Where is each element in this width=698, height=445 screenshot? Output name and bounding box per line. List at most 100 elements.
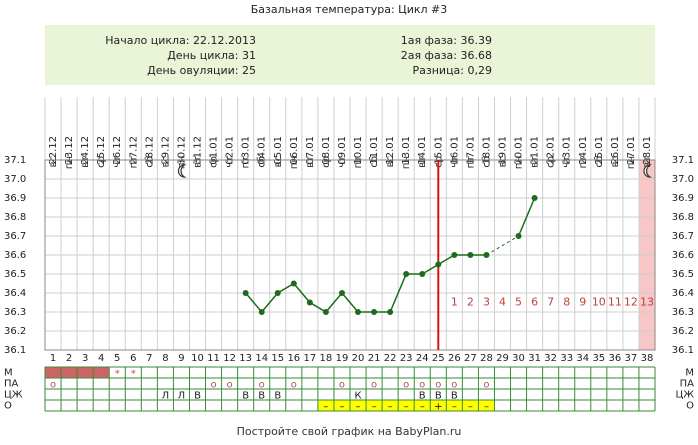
row-fill [77, 367, 94, 378]
temp-point [371, 309, 378, 315]
phase-day-label: 1 [451, 296, 458, 309]
weekday-label: сб [369, 156, 380, 168]
date-label: 15.01 [433, 136, 444, 165]
row-cell: о [291, 380, 297, 391]
temp-point [435, 261, 442, 268]
row-cell: + [434, 402, 442, 413]
phase-day-label: 3 [483, 296, 490, 309]
row-fill [398, 400, 415, 411]
x-tick-label: 21 [368, 353, 381, 364]
row-cell: К [354, 391, 361, 402]
weekday-label: вс [160, 156, 171, 167]
date-label: 12.01 [385, 136, 396, 165]
weekday-label: вт [642, 156, 653, 168]
info-text: 1ая фаза: 36.39 [401, 34, 492, 47]
weekday-label: пн [176, 156, 187, 169]
date-label: 20.01 [514, 136, 525, 165]
weekday-label: ср [209, 156, 220, 168]
date-label: 25.01 [594, 136, 605, 165]
y-tick-label: 36.2 [672, 326, 694, 337]
row-cell: Л [162, 391, 170, 402]
temp-point [306, 299, 313, 306]
y-tick-label: 37.1 [672, 155, 694, 166]
info-text: Начало цикла: 22.12.2013 [105, 34, 256, 47]
date-label: 06.01 [289, 136, 300, 165]
y-tick-label: 36.2 [4, 326, 26, 337]
row-cell: В [242, 391, 249, 402]
temp-point [242, 290, 249, 296]
row-cell: – [468, 402, 473, 413]
date-label: 27.01 [626, 136, 637, 165]
y-tick-label: 36.9 [672, 193, 694, 204]
weekday-label: чт [337, 156, 348, 168]
row-cell: о [403, 380, 409, 391]
x-tick-label: 28 [480, 353, 493, 364]
y-tick-label: 36.7 [672, 231, 694, 242]
temp-line [245, 197, 536, 314]
x-tick-label: 5 [114, 353, 120, 364]
x-tick-label: 37 [625, 353, 638, 364]
temp-point [258, 309, 265, 315]
y-tick-label: 36.9 [4, 193, 26, 204]
row-fill [446, 400, 463, 411]
weekday-label: пн [64, 156, 75, 169]
row-cell: – [404, 402, 409, 413]
y-tick-label: 36.4 [672, 288, 694, 299]
weekday-label: вс [498, 156, 509, 167]
y-tick-label: 37.0 [672, 174, 694, 185]
x-tick-label: 32 [544, 353, 557, 364]
row-fill [462, 400, 479, 411]
weekday-label: вт [193, 156, 204, 168]
date-label: 24.01 [578, 136, 589, 165]
row-label: ПА [4, 379, 19, 390]
date-label: 23.12 [64, 136, 75, 165]
date-label: 14.01 [417, 136, 428, 165]
row-fill [366, 400, 383, 411]
row-cell: В [258, 391, 265, 402]
row-cell: о [451, 380, 457, 391]
weekday-label: пт [128, 156, 139, 169]
date-label: 07.01 [305, 136, 316, 165]
phase-day-label: 12 [624, 296, 638, 309]
x-tick-label: 30 [512, 353, 525, 364]
date-label: 25.12 [96, 136, 107, 165]
row-cell: – [484, 402, 489, 413]
y-tick-label: 36.5 [4, 269, 26, 280]
row-label: О [686, 401, 694, 412]
plot-border [44, 159, 656, 351]
date-label: 19.01 [498, 136, 509, 165]
weekday-label: сб [594, 156, 605, 168]
date-label: 09.01 [337, 136, 348, 165]
x-tick-label: 16 [287, 353, 300, 364]
row-cell: – [372, 402, 377, 413]
x-tick-label: 19 [336, 353, 349, 364]
weekday-label: чт [225, 156, 236, 168]
gap-bridge [486, 235, 519, 256]
weekday-label: сб [481, 156, 492, 168]
weekday-label: чт [562, 156, 573, 168]
x-tick-label: 1 [50, 353, 56, 364]
row-fill [414, 400, 431, 411]
temp-point [483, 252, 490, 258]
x-tick-label: 4 [98, 353, 104, 364]
x-tick-label: 31 [528, 353, 541, 364]
info-text: Разница: 0,29 [413, 64, 493, 77]
temp-point [338, 290, 345, 296]
x-tick-label: 13 [239, 353, 252, 364]
date-label: 17.01 [465, 136, 476, 165]
phase-day-label: 13 [640, 296, 654, 309]
date-label: 16.01 [449, 136, 460, 165]
row-label: ЦЖ [4, 390, 23, 401]
date-label: 18.01 [481, 136, 492, 165]
temp-point [355, 309, 362, 315]
x-tick-label: 18 [320, 353, 333, 364]
row-cell: о [339, 380, 345, 391]
moon-icon [177, 164, 187, 178]
info-text: День цикла: 31 [167, 49, 256, 62]
phase-day-label: 10 [592, 296, 606, 309]
weekday-label: вс [48, 156, 59, 167]
y-tick-label: 36.4 [4, 288, 26, 299]
y-tick-label: 36.6 [672, 250, 694, 261]
weekday-label: пн [401, 156, 412, 169]
